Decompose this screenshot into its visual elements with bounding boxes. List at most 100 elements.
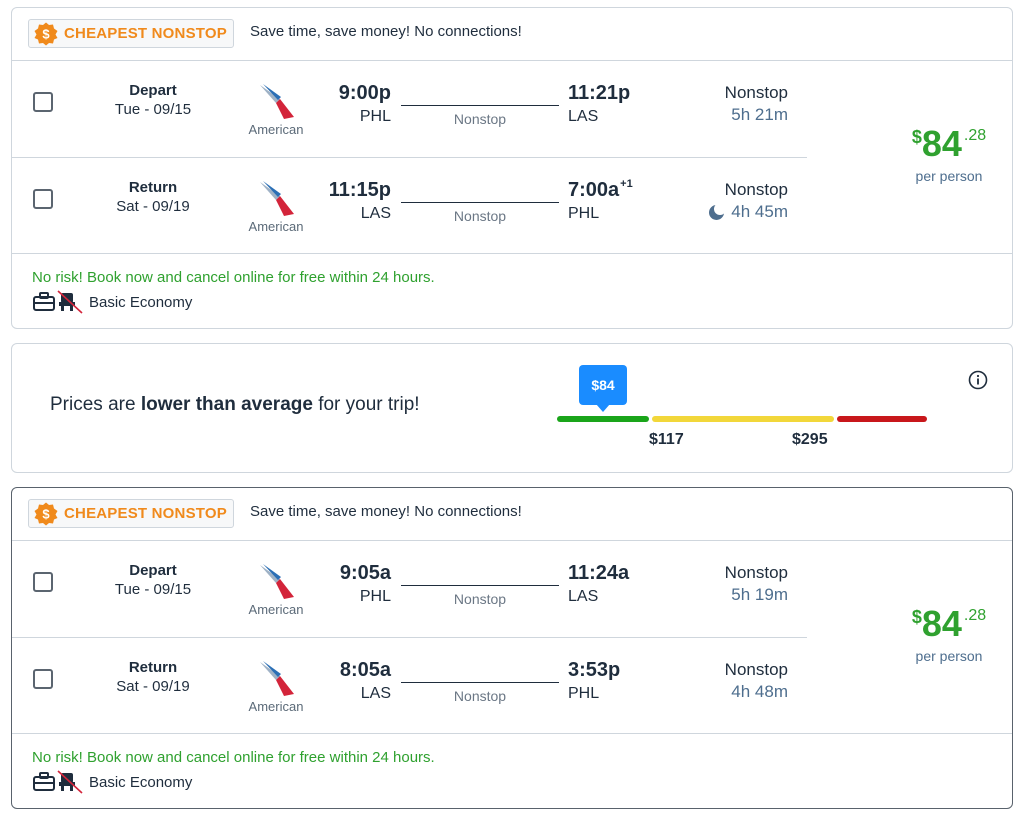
airline-name: American (248, 122, 304, 137)
insight-text-before: Prices are (50, 394, 141, 415)
airline-info: American (238, 658, 314, 714)
leg-direction: Depart Tue - 09/15 (102, 562, 204, 598)
svg-text:$: $ (42, 506, 50, 521)
dollar-badge-icon: $ (34, 502, 58, 525)
price-insight-message: Prices are lower than average for your t… (50, 394, 420, 416)
departure-time: 9:00p (338, 82, 391, 104)
flight-duration: 4h 45m (731, 202, 788, 221)
leg-select-checkbox[interactable] (33, 92, 53, 112)
arrival-info: 3:53p PHL (568, 659, 658, 703)
high-threshold-label: $295 (792, 431, 828, 448)
price-insight-card: Prices are lower than average for your t… (11, 343, 1013, 473)
price-whole: 84 (921, 123, 962, 164)
price-block[interactable]: $84.28 per person (882, 606, 1016, 665)
badge-label: CHEAPEST NONSTOP (64, 505, 227, 522)
price: $84.28 (882, 606, 1016, 642)
arrival-time: 3:53p (568, 659, 621, 681)
price-range-low-bar (557, 416, 649, 422)
airline-name: American (248, 219, 304, 234)
low-threshold-label: $117 (649, 431, 684, 448)
arrival-airport: PHL (568, 685, 600, 702)
stops-label: Nonstop (724, 563, 788, 582)
american-airlines-logo (260, 181, 294, 216)
price-currency: $ (911, 127, 922, 147)
stops-info: Nonstop 4h 45m (652, 180, 788, 222)
departure-time: 8:05a (339, 659, 391, 681)
result-banner: $ CHEAPEST NONSTOP Save time, save money… (12, 488, 1012, 540)
price-currency: $ (911, 607, 922, 627)
svg-text:$: $ (42, 26, 50, 41)
american-airlines-logo (260, 564, 294, 599)
insight-text-bold: lower than average (140, 394, 313, 415)
cheapest-nonstop-badge: $ CHEAPEST NONSTOP (28, 19, 234, 48)
direction-label: Return (128, 659, 178, 676)
direction-label: Depart (129, 82, 177, 99)
stops-info: Nonstop 5h 19m (652, 563, 788, 605)
moon-icon (709, 203, 726, 220)
route-stops-label: Nonstop (453, 591, 507, 607)
arrival-info: 11:24a LAS (568, 562, 658, 606)
leg-date: Sat - 09/19 (116, 198, 190, 215)
route-line (401, 202, 559, 203)
banner-message: Save time, save money! No connections! (250, 23, 522, 40)
direction-label: Return (128, 179, 178, 196)
leg-select-checkbox[interactable] (33, 669, 53, 689)
flight-result-card[interactable]: $ CHEAPEST NONSTOP Save time, save money… (11, 487, 1013, 809)
no-risk-message: No risk! Book now and cancel online for … (32, 269, 435, 286)
stops-label: Nonstop (724, 180, 788, 199)
price-range-typical-bar (652, 416, 834, 422)
price-block[interactable]: $84.28 per person (882, 126, 1016, 185)
route-stops-label: Nonstop (453, 688, 507, 704)
price: $84.28 (882, 126, 1016, 162)
stops-info: Nonstop 5h 21m (652, 83, 788, 125)
flight-duration: 5h 21m (731, 105, 788, 124)
arrival-info: 7:00a+1 PHL (568, 178, 658, 223)
airline-info: American (238, 178, 314, 234)
leg-direction: Return Sat - 09/19 (102, 179, 204, 215)
result-banner: $ CHEAPEST NONSTOP Save time, save money… (12, 8, 1012, 60)
leg-date: Tue - 09/15 (114, 581, 192, 598)
flight-result-card[interactable]: $ CHEAPEST NONSTOP Save time, save money… (11, 7, 1013, 329)
departure-info: 11:15p LAS (319, 179, 391, 223)
personal-item-icon (33, 772, 55, 791)
leg-select-checkbox[interactable] (33, 572, 53, 592)
tooltip-pointer (596, 404, 610, 412)
leg-direction: Depart Tue - 09/15 (102, 82, 204, 118)
no-seat-selection-icon (57, 770, 83, 794)
price-cents: .28 (963, 607, 987, 624)
price-cents: .28 (963, 127, 987, 144)
flight-duration: 5h 19m (731, 585, 788, 604)
leg-date: Tue - 09/15 (114, 101, 192, 118)
leg-select-checkbox[interactable] (33, 189, 53, 209)
leg-divider (12, 157, 807, 158)
flight-leg-return: Return Sat - 09/19 American 11:15p LAS N… (12, 158, 812, 254)
per-person-label: per person (915, 168, 983, 184)
divider (12, 253, 1012, 254)
flight-leg-return: Return Sat - 09/19 American 8:05a LAS No… (12, 638, 812, 734)
route-stops-label: Nonstop (453, 111, 507, 127)
per-person-label: per person (915, 648, 983, 664)
insight-text-after: for your trip! (312, 394, 420, 415)
airline-info: American (238, 561, 314, 617)
departure-info: 9:00p PHL (319, 82, 391, 126)
departure-time: 11:15p (328, 179, 391, 201)
fare-class[interactable]: Basic Economy (33, 770, 192, 794)
departure-airport: LAS (360, 685, 391, 702)
airline-info: American (238, 81, 314, 137)
info-icon[interactable] (968, 370, 988, 390)
no-seat-selection-icon (57, 290, 83, 314)
leg-date: Sat - 09/19 (116, 678, 190, 695)
flight-leg-depart: Depart Tue - 09/15 American 9:05a PHL No… (12, 541, 812, 637)
route-line (401, 682, 559, 683)
stops-label: Nonstop (724, 660, 788, 679)
airline-name: American (248, 602, 304, 617)
divider (12, 540, 1012, 541)
fare-class[interactable]: Basic Economy (33, 290, 192, 314)
price-whole: 84 (921, 603, 962, 644)
route-stops-label: Nonstop (453, 208, 507, 224)
divider (12, 733, 1012, 734)
departure-info: 9:05a PHL (319, 562, 391, 606)
flight-leg-depart: Depart Tue - 09/15 American 9:00p PHL No… (12, 61, 812, 157)
fare-class-label: Basic Economy (89, 293, 193, 311)
divider (12, 60, 1012, 61)
